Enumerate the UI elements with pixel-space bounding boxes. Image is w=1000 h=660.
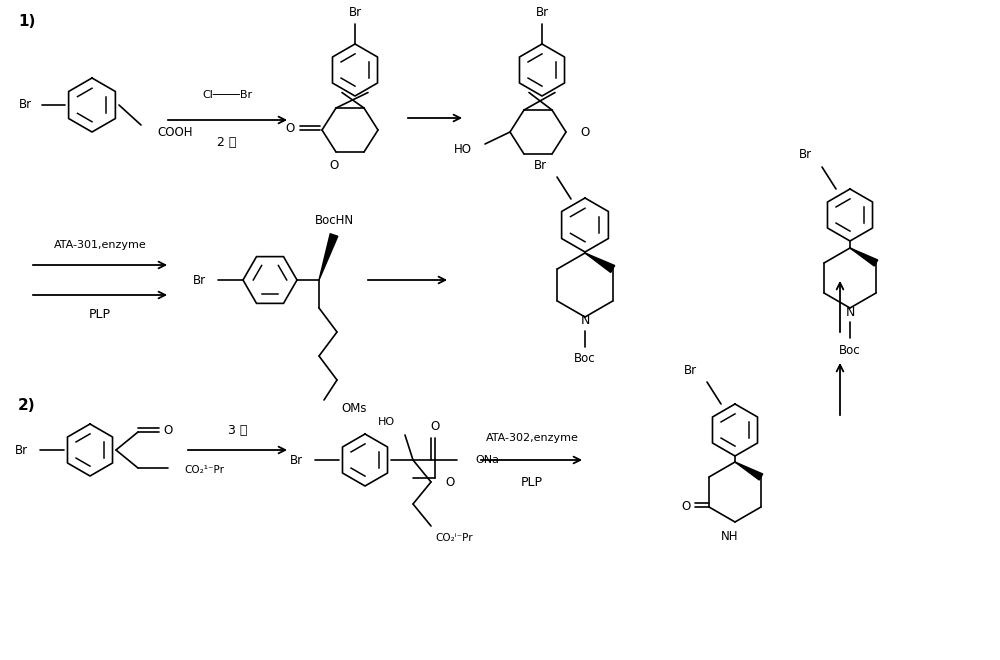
Text: BocHN: BocHN: [314, 213, 354, 226]
Text: Br: Br: [15, 444, 28, 457]
Text: N: N: [580, 315, 590, 327]
Text: 2 步: 2 步: [217, 137, 237, 150]
Text: HO: HO: [454, 143, 472, 156]
Text: 2): 2): [18, 397, 36, 412]
Text: Boc: Boc: [574, 352, 596, 366]
Text: O: O: [329, 160, 339, 172]
Text: ATA-301,enzyme: ATA-301,enzyme: [54, 240, 146, 250]
Text: CO₂¹⁻Pr: CO₂¹⁻Pr: [184, 465, 224, 475]
Text: O: O: [580, 125, 589, 139]
Text: OMs: OMs: [341, 401, 367, 414]
Text: ONa: ONa: [475, 455, 499, 465]
Text: CO₂ⁱ⁻Pr: CO₂ⁱ⁻Pr: [435, 533, 473, 543]
Text: O: O: [430, 420, 440, 432]
Text: O: O: [445, 475, 454, 488]
Text: Br: Br: [348, 5, 362, 18]
Polygon shape: [850, 248, 878, 266]
Text: N: N: [845, 306, 855, 319]
Polygon shape: [735, 462, 763, 480]
Text: Br: Br: [535, 5, 549, 18]
Text: Br: Br: [684, 364, 697, 376]
Text: 1): 1): [18, 15, 35, 30]
Text: Boc: Boc: [839, 343, 861, 356]
Text: O: O: [285, 121, 295, 135]
Text: COOH: COOH: [157, 127, 192, 139]
Polygon shape: [319, 234, 338, 280]
Text: HO: HO: [378, 417, 395, 427]
Text: Br: Br: [193, 273, 206, 286]
Text: Br: Br: [799, 148, 812, 162]
Text: Br: Br: [290, 453, 303, 467]
Text: 3 步: 3 步: [228, 424, 248, 436]
Text: ATA-302,enzyme: ATA-302,enzyme: [486, 433, 578, 443]
Text: PLP: PLP: [89, 308, 111, 321]
Text: O: O: [682, 500, 691, 513]
Polygon shape: [585, 253, 615, 273]
Text: O: O: [163, 424, 173, 436]
Text: Cl────Br: Cl────Br: [202, 90, 252, 100]
Text: PLP: PLP: [521, 475, 543, 488]
Text: Br: Br: [19, 98, 32, 112]
Text: NH: NH: [721, 531, 739, 543]
Text: Br: Br: [534, 158, 547, 172]
